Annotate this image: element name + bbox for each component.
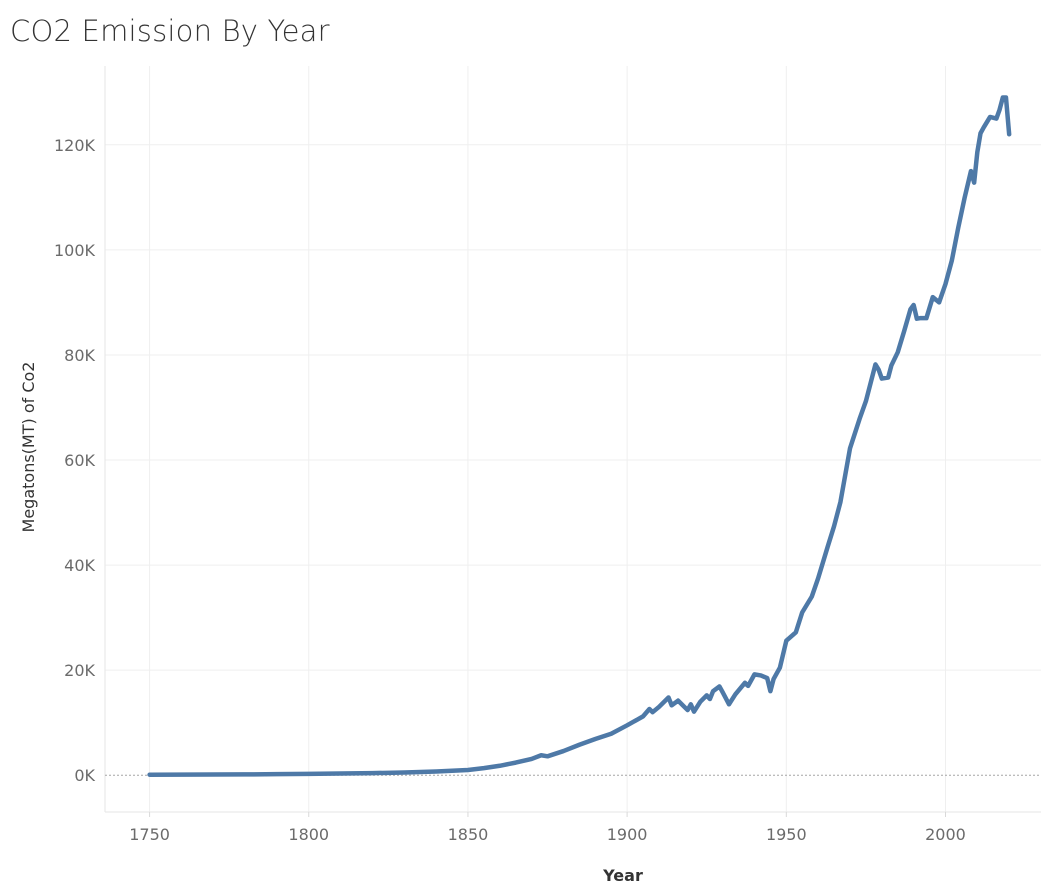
x-axis-title: Year (602, 866, 643, 885)
y-tick-label: 80K (64, 346, 95, 365)
x-tick-label: 1950 (766, 825, 807, 844)
series-line-co2-emission (147, 95, 1012, 777)
x-tick-label: 1850 (448, 825, 489, 844)
x-tick-label: 1800 (288, 825, 329, 844)
y-axis-ticks: 0K 20K 40K 60K 80K 100K 120K (54, 136, 96, 785)
y-axis-title: Megatons(MT) of Co2 (19, 362, 38, 533)
chart-title: CO2 Emission By Year (10, 14, 330, 48)
x-tick-label: 1900 (607, 825, 648, 844)
y-tick-label: 20K (64, 661, 95, 680)
x-axis-ticks: 1750 1800 1850 1900 1950 2000 (129, 812, 966, 844)
x-tick-label: 2000 (925, 825, 966, 844)
y-tick-label: 120K (54, 136, 96, 155)
y-tick-label: 0K (74, 766, 95, 785)
y-tick-label: 60K (64, 451, 95, 470)
x-tick-label: 1750 (129, 825, 170, 844)
y-tick-label: 40K (64, 556, 95, 575)
y-tick-label: 100K (54, 241, 96, 260)
gridlines (105, 66, 1041, 812)
